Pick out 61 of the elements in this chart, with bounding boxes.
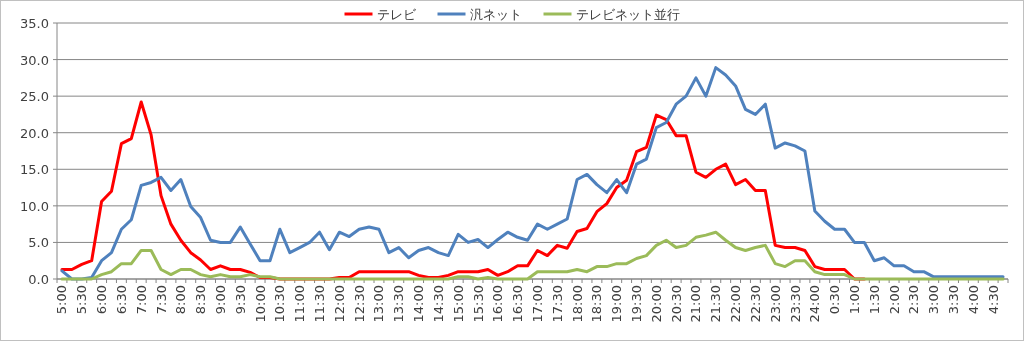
x-tick-label: 6:30 — [113, 285, 129, 315]
y-tick-label: 0.0 — [28, 272, 49, 287]
x-tick-label: 3:00 — [926, 285, 942, 315]
x-tick-label: 4:30 — [985, 285, 1001, 315]
x-tick-label: 8:00 — [173, 285, 189, 315]
y-tick-label: 15.0 — [20, 162, 49, 178]
x-tick-label: 24:00 — [807, 285, 823, 323]
x-tick-label: 2:00 — [886, 285, 902, 315]
y-tick-label: 20.0 — [20, 125, 49, 141]
legend-label: テレビ — [376, 7, 417, 22]
x-tick-label: 7:30 — [153, 285, 169, 315]
x-tick-label: 21:00 — [688, 285, 704, 323]
legend-label: 汎ネット — [469, 7, 522, 22]
x-tick-label: 18:00 — [569, 285, 585, 323]
x-tick-label: 5:00 — [54, 285, 70, 315]
x-tick-label: 3:30 — [946, 285, 962, 315]
x-tick-label: 8:30 — [193, 285, 209, 315]
y-tick-label: 35.0 — [20, 16, 49, 31]
x-tick-label: 14:30 — [430, 285, 446, 323]
x-tick-label: 20:00 — [648, 285, 664, 323]
x-tick-label: 21:30 — [708, 285, 724, 323]
x-tick-label: 9:30 — [232, 285, 248, 315]
x-tick-label: 1:00 — [846, 285, 862, 315]
x-tick-label: 10:30 — [272, 285, 288, 323]
x-tick-label: 10:00 — [252, 285, 268, 323]
x-tick-label: 13:30 — [391, 285, 407, 323]
x-tick-label: 6:00 — [94, 285, 110, 315]
x-tick-label: 9:00 — [212, 285, 228, 315]
x-tick-label: 12:30 — [351, 285, 367, 323]
x-tick-label: 22:30 — [747, 285, 763, 323]
x-tick-label: 19:00 — [609, 285, 625, 323]
line-series — [60, 230, 1005, 281]
y-tick-label: 5.0 — [28, 235, 49, 251]
y-tick-label: 25.0 — [20, 89, 49, 105]
x-tick-label: 19:30 — [629, 285, 645, 323]
x-tick-label: 5:30 — [74, 285, 90, 315]
x-tick-label: 12:00 — [331, 285, 347, 323]
y-tick-label: 30.0 — [20, 52, 49, 68]
x-tick-label: 11:30 — [312, 285, 328, 323]
x-tick-label: 20:30 — [668, 285, 684, 323]
legend-label: テレビネット並行 — [575, 7, 680, 22]
x-tick-label: 7:00 — [133, 285, 149, 315]
x-tick-label: 2:30 — [906, 285, 922, 315]
line-series — [60, 66, 1005, 281]
x-tick-label: 16:00 — [490, 285, 506, 323]
x-tick-label: 23:30 — [787, 285, 803, 323]
x-tick-label: 23:00 — [767, 285, 783, 323]
x-tick-label: 13:00 — [371, 285, 387, 323]
x-tick-label: 0:30 — [827, 285, 843, 315]
x-tick-label: 17:30 — [549, 285, 565, 323]
x-tick-label: 15:30 — [470, 285, 486, 323]
x-tick-label: 15:00 — [450, 285, 466, 323]
x-tick-label: 18:30 — [589, 285, 605, 323]
x-tick-label: 16:30 — [510, 285, 526, 323]
x-tick-label: 4:00 — [965, 285, 981, 315]
x-tick-label: 22:00 — [728, 285, 744, 323]
x-tick-label: 17:00 — [529, 285, 545, 323]
y-tick-label: 10.0 — [20, 198, 49, 214]
x-tick-label: 11:00 — [292, 285, 308, 323]
x-tick-label: 1:30 — [866, 285, 882, 315]
x-tick-label: 14:00 — [411, 285, 427, 323]
